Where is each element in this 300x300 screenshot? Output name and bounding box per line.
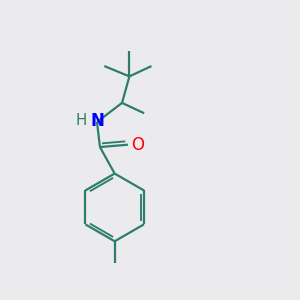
Text: N: N [90, 112, 104, 130]
Text: H: H [75, 113, 86, 128]
Text: O: O [131, 136, 145, 154]
